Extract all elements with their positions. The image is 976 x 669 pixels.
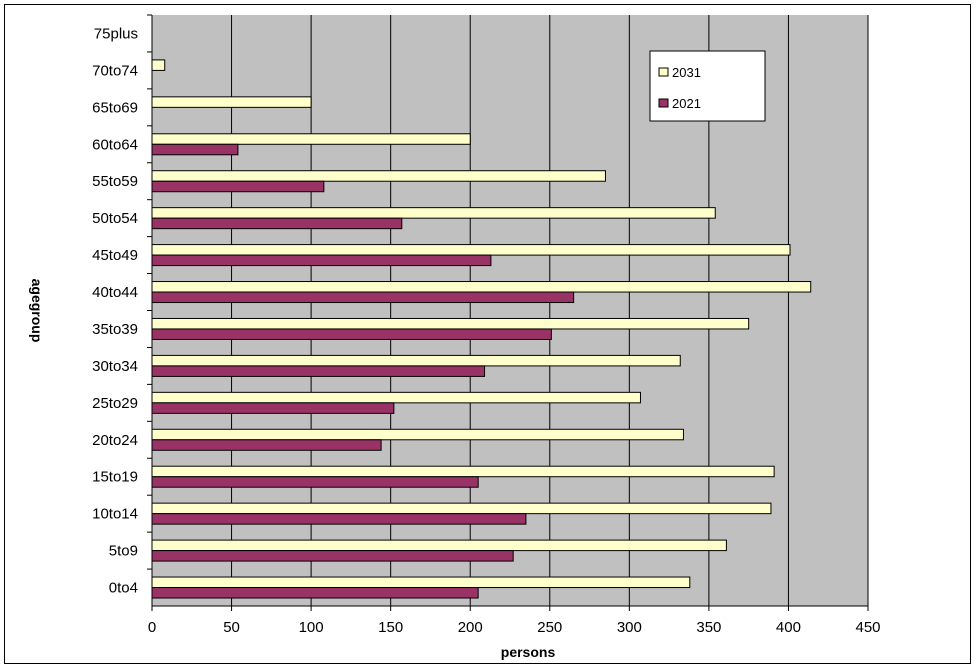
x-tick-label: 350 bbox=[696, 619, 721, 636]
y-axis-title: agegroup bbox=[29, 279, 45, 343]
bar-2021-45to49 bbox=[151, 254, 492, 267]
axes bbox=[151, 15, 868, 607]
x-tick-label: 150 bbox=[378, 619, 403, 636]
y-tick-label: 55to59 bbox=[92, 173, 138, 190]
bar-2021-55to59 bbox=[151, 180, 325, 193]
bar-2021-5to9 bbox=[151, 550, 514, 562]
legend-box bbox=[649, 50, 766, 122]
legend-label-2021: 2021 bbox=[672, 96, 701, 111]
bar-2021-25to29 bbox=[151, 402, 395, 414]
legend-label-2031: 2031 bbox=[672, 65, 701, 80]
legend-swatch-2031 bbox=[658, 67, 669, 77]
bar-2021-40to44 bbox=[151, 291, 575, 304]
bar-chart: 0to4 5to9 10to14 15to19 20to24 25to29 30to34 35… bbox=[29, 14, 881, 660]
bar-2031-60to64 bbox=[151, 133, 471, 145]
y-tick-label: 0to4 bbox=[109, 580, 138, 597]
x-tick-label: 450 bbox=[855, 619, 880, 636]
bar-2031-70to74 bbox=[151, 59, 166, 71]
x-tick-label: 250 bbox=[537, 619, 562, 636]
bar-2031-65to69 bbox=[151, 96, 312, 108]
legend-swatch-2021 bbox=[658, 98, 669, 108]
bar-2031-45to49 bbox=[151, 244, 791, 256]
y-tick-label: 70to74 bbox=[92, 62, 138, 79]
bar-2021-10to14 bbox=[151, 513, 527, 525]
legend: 2031 2021 bbox=[649, 50, 766, 122]
y-tick-labels: 0to4 5to9 10to14 15to19 20to24 25to29 30to34 35… bbox=[92, 25, 138, 596]
bar-2031-30to34 bbox=[151, 354, 681, 367]
bar-2031-5to9 bbox=[151, 539, 727, 552]
y-tick-label: 40to44 bbox=[92, 284, 138, 301]
y-tick-label: 10to14 bbox=[92, 506, 138, 523]
bar-2021-35to39 bbox=[151, 328, 552, 340]
y-tick-label: 5to9 bbox=[109, 543, 138, 560]
bar-2031-20to24 bbox=[151, 428, 684, 441]
y-tick-label: 35to39 bbox=[92, 321, 138, 338]
x-tick-label: 0 bbox=[148, 619, 156, 636]
bar-2021-0to4 bbox=[151, 587, 479, 599]
bar-2031-55to59 bbox=[151, 170, 606, 182]
y-tick-label: 65to69 bbox=[92, 99, 138, 116]
x-tick-label: 100 bbox=[299, 619, 324, 636]
bar-2021-60to64 bbox=[151, 143, 239, 156]
x-axis-title: persons bbox=[501, 644, 556, 660]
y-tick-label: 60to64 bbox=[92, 136, 138, 153]
y-tick-label: 45to49 bbox=[92, 247, 138, 264]
bar-2031-50to54 bbox=[151, 207, 716, 219]
bar-2021-30to34 bbox=[151, 365, 486, 377]
x-tick-label: 300 bbox=[617, 619, 642, 636]
bar-2021-20to24 bbox=[151, 439, 382, 451]
y-tick-label: 25to29 bbox=[92, 395, 138, 412]
x-tick-labels: 0 50 100 150 200 250 300 350 400 450 bbox=[148, 619, 881, 636]
bars bbox=[151, 59, 812, 599]
bar-2031-15to19 bbox=[151, 465, 775, 478]
bar-2031-25to29 bbox=[151, 391, 641, 404]
chart-frame: 0to4 5to9 10to14 15to19 20to24 25to29 30to34 35… bbox=[4, 4, 971, 664]
x-tick-label: 50 bbox=[223, 619, 240, 636]
bar-2031-35to39 bbox=[151, 317, 750, 330]
y-tick-label: 75plus bbox=[94, 25, 138, 42]
y-tick-label: 15to19 bbox=[92, 469, 138, 486]
x-tick-label: 200 bbox=[458, 619, 483, 636]
x-tick-label: 400 bbox=[776, 619, 801, 636]
bar-2021-50to54 bbox=[151, 217, 403, 230]
y-tick-label: 50to54 bbox=[92, 210, 138, 227]
bar-2031-10to14 bbox=[151, 502, 772, 515]
bar-2031-40to44 bbox=[151, 281, 812, 293]
y-tick-label: 30to34 bbox=[92, 358, 138, 375]
y-tick-label: 20to24 bbox=[92, 432, 138, 449]
bar-2021-15to19 bbox=[151, 476, 479, 488]
bar-2031-0to4 bbox=[151, 576, 691, 589]
